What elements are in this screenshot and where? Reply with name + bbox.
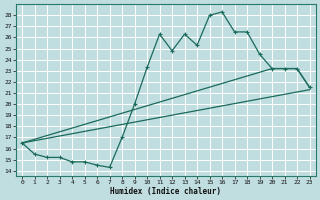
X-axis label: Humidex (Indice chaleur): Humidex (Indice chaleur) xyxy=(110,187,221,196)
